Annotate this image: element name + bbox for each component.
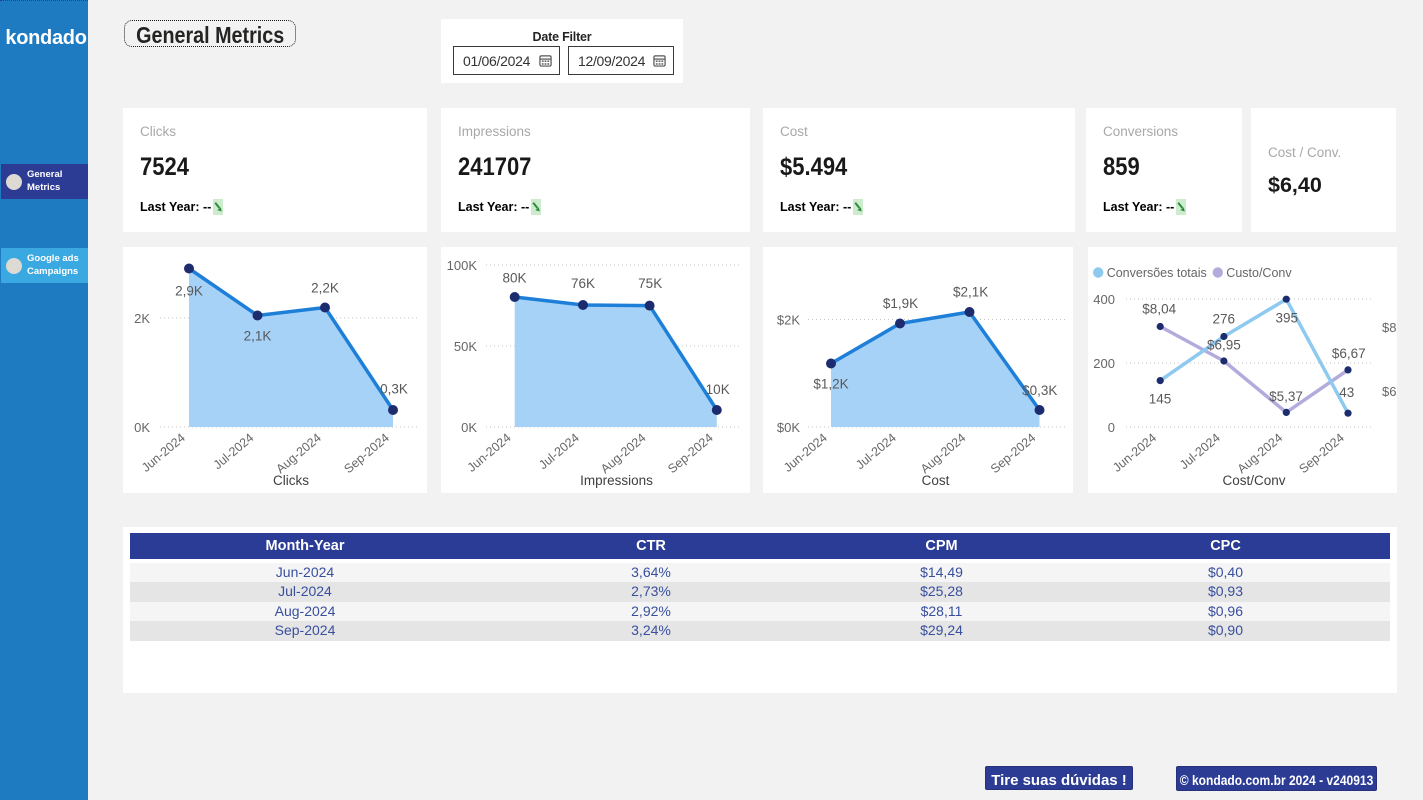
svg-text:Custo/Conv: Custo/Conv <box>1226 266 1292 280</box>
svg-text:2K: 2K <box>134 311 150 326</box>
svg-text:200: 200 <box>1093 356 1115 371</box>
svg-text:$1,9K: $1,9K <box>883 296 918 311</box>
svg-text:$2,1K: $2,1K <box>953 285 988 300</box>
svg-text:0K: 0K <box>461 420 477 435</box>
svg-text:Cost/Conv: Cost/Conv <box>1222 473 1285 488</box>
svg-text:10K: 10K <box>706 382 730 397</box>
svg-text:$2K: $2K <box>777 313 800 328</box>
svg-text:395: 395 <box>1276 311 1299 326</box>
svg-text:2,9K: 2,9K <box>175 284 203 299</box>
svg-text:400: 400 <box>1093 292 1115 307</box>
svg-text:$6,67: $6,67 <box>1332 346 1366 361</box>
svg-text:Jun-2024: Jun-2024 <box>139 431 188 475</box>
svg-text:Jul-2024: Jul-2024 <box>536 431 582 473</box>
svg-text:50K: 50K <box>454 339 477 354</box>
svg-text:0K: 0K <box>134 420 150 435</box>
svg-text:Sep-2024: Sep-2024 <box>341 431 392 477</box>
svg-text:Jul-2024: Jul-2024 <box>1177 431 1223 473</box>
svg-text:145: 145 <box>1149 392 1172 407</box>
svg-text:Jun-2024: Jun-2024 <box>465 431 514 475</box>
svg-text:Aug-2024: Aug-2024 <box>1235 431 1286 477</box>
svg-text:100K: 100K <box>447 258 478 273</box>
svg-text:Clicks: Clicks <box>273 473 309 488</box>
svg-text:Conversões totais: Conversões totais <box>1107 266 1207 280</box>
svg-text:Jun-2024: Jun-2024 <box>1110 431 1159 475</box>
svg-text:43: 43 <box>1339 385 1354 400</box>
svg-text:2,2K: 2,2K <box>311 281 339 296</box>
svg-text:$0K: $0K <box>777 420 800 435</box>
svg-text:76K: 76K <box>571 276 595 291</box>
svg-text:Aug-2024: Aug-2024 <box>598 431 649 477</box>
svg-text:Impressions: Impressions <box>580 473 653 488</box>
svg-text:Jul-2024: Jul-2024 <box>211 431 257 473</box>
svg-text:Aug-2024: Aug-2024 <box>918 431 969 477</box>
svg-text:0,3K: 0,3K <box>380 382 408 397</box>
svg-text:75K: 75K <box>638 276 662 291</box>
svg-text:$1,2K: $1,2K <box>813 377 848 392</box>
svg-text:Cost: Cost <box>922 473 950 488</box>
svg-text:Sep-2024: Sep-2024 <box>988 431 1039 477</box>
svg-text:$8: $8 <box>1382 320 1396 335</box>
svg-text:0: 0 <box>1108 420 1115 435</box>
svg-text:Jul-2024: Jul-2024 <box>853 431 899 473</box>
svg-text:$6,95: $6,95 <box>1207 338 1241 353</box>
svg-text:2,1K: 2,1K <box>244 329 272 344</box>
svg-text:$5,37: $5,37 <box>1269 389 1303 404</box>
svg-text:276: 276 <box>1213 312 1236 327</box>
svg-text:$8,04: $8,04 <box>1142 302 1176 317</box>
svg-text:Sep-2024: Sep-2024 <box>1296 431 1347 477</box>
svg-text:Sep-2024: Sep-2024 <box>665 431 716 477</box>
svg-text:$6: $6 <box>1382 384 1396 399</box>
svg-text:Jun-2024: Jun-2024 <box>781 431 830 475</box>
svg-text:$0,3K: $0,3K <box>1022 383 1057 398</box>
svg-text:Aug-2024: Aug-2024 <box>273 431 324 477</box>
svg-text:80K: 80K <box>502 271 526 286</box>
